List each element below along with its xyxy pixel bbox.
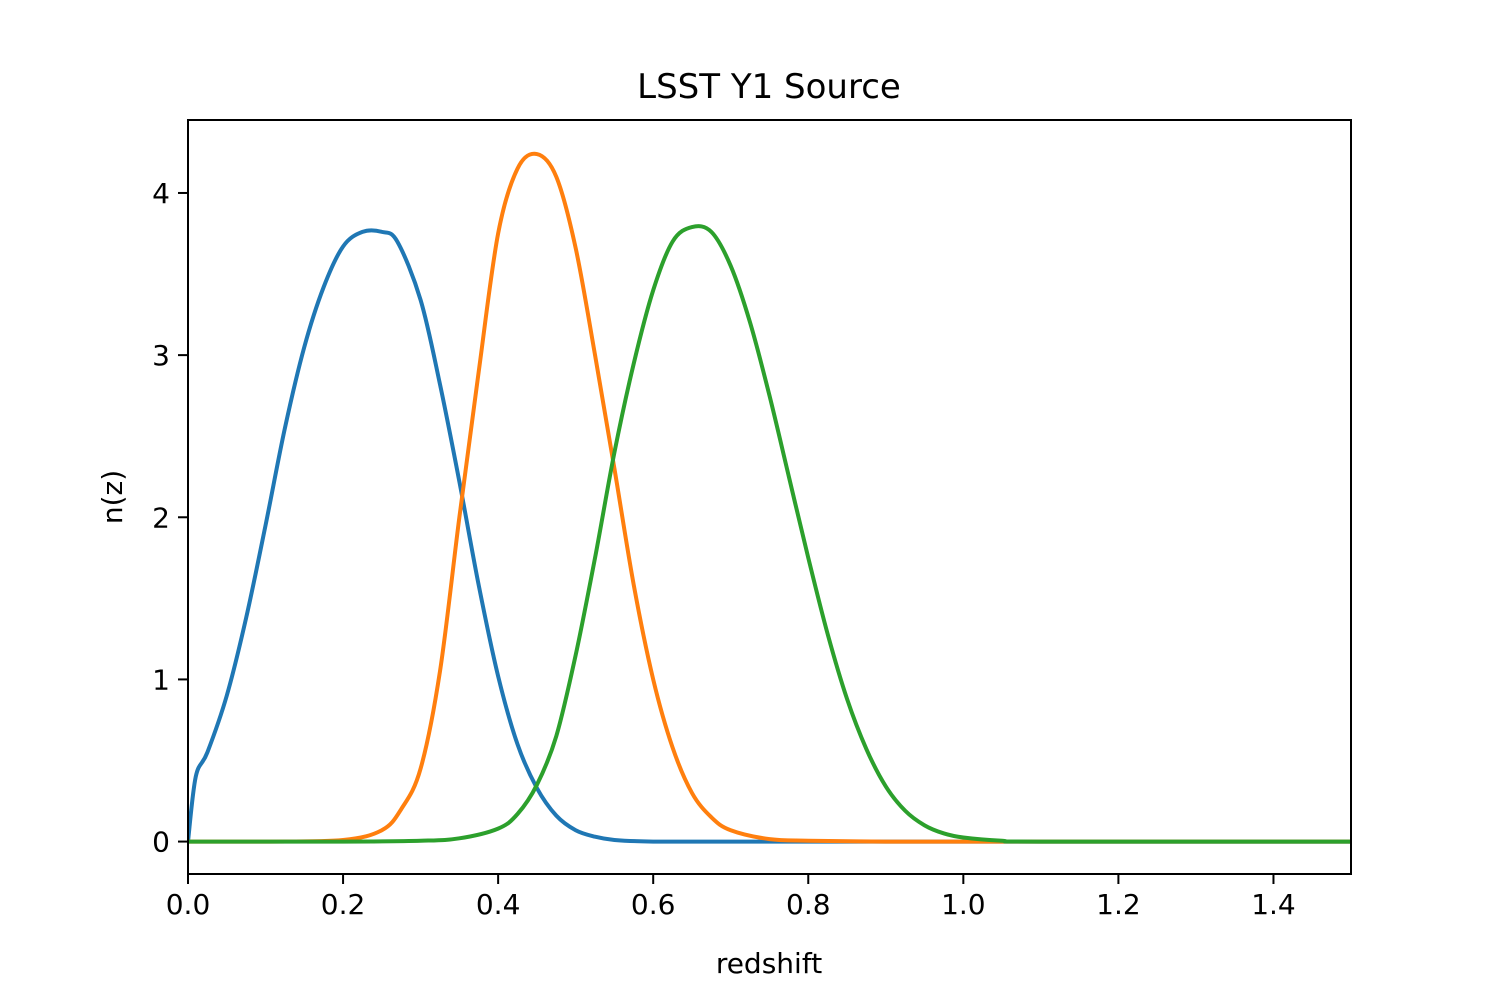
y-tick-label: 4 — [152, 177, 170, 210]
x-axis: 0.0 0.2 0.4 0.6 0.8 1.0 1.2 1.4 — [166, 874, 1296, 921]
y-tick-label: 1 — [152, 663, 170, 696]
y-axis: 0 1 2 3 4 — [152, 177, 188, 859]
series-line-3 — [188, 224, 1351, 844]
y-tick-label: 2 — [152, 501, 170, 534]
x-tick-label: 1.4 — [1251, 888, 1296, 921]
x-tick-label: 0.4 — [476, 888, 521, 921]
x-axis-label: redshift — [716, 947, 822, 980]
series-line-2 — [188, 151, 1351, 844]
x-tick-label: 0.8 — [786, 888, 831, 921]
x-tick-label: 0.0 — [166, 888, 211, 921]
x-tick-label: 0.6 — [631, 888, 676, 921]
x-tick-label: 0.2 — [321, 888, 366, 921]
x-tick-label: 1.0 — [941, 888, 986, 921]
y-tick-label: 0 — [152, 826, 170, 859]
plot-frame — [187, 119, 1352, 875]
chart-title: LSST Y1 Source — [637, 67, 901, 107]
y-axis-label: n(z) — [96, 470, 129, 524]
y-tick-label: 3 — [152, 339, 170, 372]
series-layer — [188, 151, 1351, 844]
x-tick-label: 1.2 — [1096, 888, 1141, 921]
